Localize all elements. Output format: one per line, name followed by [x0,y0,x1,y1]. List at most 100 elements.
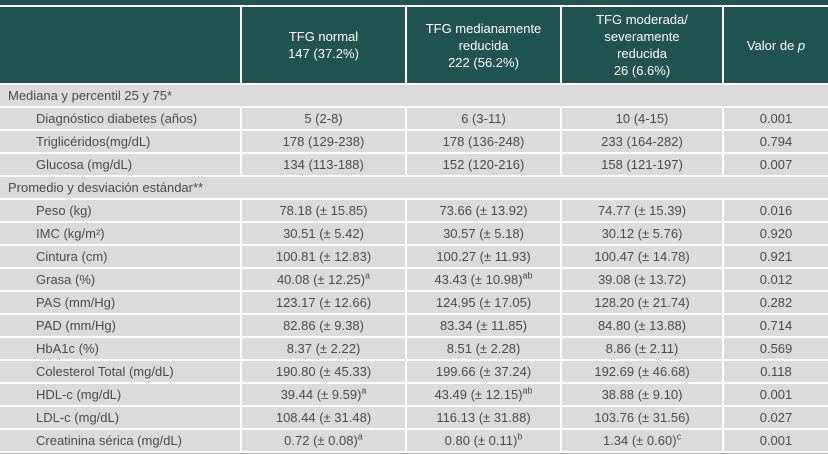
row-label: Triglicéridos(mg/dL) [0,129,240,152]
section-header-row: Promedio y desviación estándar** [0,175,828,198]
cell-value: 190.80 (± 45.33) [240,359,405,382]
row-label: LDL-c (mg/dL) [0,405,240,428]
p-value: 0.569 [722,336,828,359]
row-label: Creatinina sérica (mg/dL) [0,428,240,451]
table-row: Colesterol Total (mg/dL) 190.80 (± 45.33)… [0,359,828,382]
table-row: PAS (mm/Hg) 123.17 (± 12.66) 124.95 (± 17.… [0,290,828,313]
cell-value: 8.86 (± 2.11) [560,336,722,359]
cell-value: 38.88 (± 9.10) [560,382,722,405]
cell-value: 10 (4-15) [560,106,722,129]
column-header-tfg-medianamente-reducida: TFG medianamente reducida 222 (56.2%) [405,7,560,83]
cell-value: 6 (3-11) [405,106,560,129]
p-value: 0.714 [722,313,828,336]
cell-value: 178 (136-248) [405,129,560,152]
table-header: TFG normal 147 (37.2%) TFG medianamente r… [0,7,828,83]
column-header-valor-de-p: Valor de p [722,7,828,83]
cell-value: 0.72 (± 0.08)a [240,428,405,451]
table-row: HDL-c (mg/dL) 39.44 (± 9.59)a 43.49 (± 12.… [0,382,828,405]
row-label: IMC (kg/m²) [0,221,240,244]
cell-value: 43.49 (± 12.15)ab [405,382,560,405]
cell-value: 103.76 (± 31.56) [560,405,722,428]
cell-value: 233 (164-282) [560,129,722,152]
row-label: Colesterol Total (mg/dL) [0,359,240,382]
row-label: PAS (mm/Hg) [0,290,240,313]
cell-value: 128.20 (± 21.74) [560,290,722,313]
table-row: HbA1c (%) 8.37 (± 2.22) 8.51 (± 2.28) 8.86 … [0,336,828,359]
row-label: Diagnóstico diabetes (años) [0,106,240,129]
cell-value: 158 (121-197) [560,152,722,175]
cell-value: 100.81 (± 12.83) [240,244,405,267]
table-body: Mediana y percentil 25 y 75* Diagnóstico … [0,83,828,451]
p-value: 0.016 [722,198,828,221]
significance-superscript: a [357,431,363,442]
cell-value: 0.80 (± 0.11)b [405,428,560,451]
cell-value: 84.80 (± 13.88) [560,313,722,336]
column-header-tfg-normal: TFG normal 147 (37.2%) [240,7,405,83]
cell-value: 83.34 (± 11.85) [405,313,560,336]
p-value: 0.027 [722,405,828,428]
section-header-row: Mediana y percentil 25 y 75* [0,83,828,106]
cell-value: 100.27 (± 11.93) [405,244,560,267]
cell-value: 39.08 (± 13.72) [560,267,722,290]
cell-value: 116.13 (± 31.88) [405,405,560,428]
cell-value: 43.43 (± 10.98)ab [405,267,560,290]
cell-value: 1.34 (± 0.60)c [560,428,722,451]
cell-value: 199.66 (± 37.24) [405,359,560,382]
cell-value: 74.77 (± 15.39) [560,198,722,221]
row-label: Glucosa (mg/dL) [0,152,240,175]
significance-superscript: a [361,385,367,396]
cell-value: 152 (120-216) [405,152,560,175]
p-value: 0.012 [722,267,828,290]
row-label: PAD (mm/Hg) [0,313,240,336]
column-header-row-labels [0,7,240,83]
table-row: PAD (mm/Hg) 82.86 (± 9.38) 83.34 (± 11.85)… [0,313,828,336]
table-row: Creatinina sérica (mg/dL) 0.72 (± 0.08)a 0… [0,428,828,451]
p-value: 0.007 [722,152,828,175]
cell-value: 124.95 (± 17.05) [405,290,560,313]
significance-superscript: ab [522,385,533,396]
cell-value: 108.44 (± 31.48) [240,405,405,428]
cell-value: 30.12 (± 5.76) [560,221,722,244]
column-header-tfg-moderada-severamente-reducida: TFG moderada/ severamente reducida 26 (6… [560,7,722,83]
table-row: LDL-c (mg/dL) 108.44 (± 31.48) 116.13 (± 3… [0,405,828,428]
cell-value: 123.17 (± 12.66) [240,290,405,313]
significance-superscript: ab [522,270,533,281]
row-label: HDL-c (mg/dL) [0,382,240,405]
row-label: Cintura (cm) [0,244,240,267]
table-row: IMC (kg/m²) 30.51 (± 5.42) 30.57 (± 5.18) 3… [0,221,828,244]
cell-value: 8.37 (± 2.22) [240,336,405,359]
cell-value: 82.86 (± 9.38) [240,313,405,336]
cell-value: 39.44 (± 9.59)a [240,382,405,405]
significance-superscript: a [365,270,371,281]
p-value: 0.118 [722,359,828,382]
table-header-row: TFG normal 147 (37.2%) TFG medianamente r… [0,7,828,83]
p-value: 0.282 [722,290,828,313]
significance-superscript: c [676,431,682,442]
cell-value: 8.51 (± 2.28) [405,336,560,359]
cell-value: 100.47 (± 14.78) [560,244,722,267]
row-label: HbA1c (%) [0,336,240,359]
p-value: 0.920 [722,221,828,244]
cell-value: 40.08 (± 12.25)a [240,267,405,290]
cell-value: 192.69 (± 46.68) [560,359,722,382]
cell-value: 134 (113-188) [240,152,405,175]
p-value: 0.001 [722,106,828,129]
table-row: Grasa (%) 40.08 (± 12.25)a 43.43 (± 10.98)… [0,267,828,290]
row-label: Peso (kg) [0,198,240,221]
p-value: 0.001 [722,428,828,451]
p-value: 0.794 [722,129,828,152]
row-label: Grasa (%) [0,267,240,290]
table-row: Cintura (cm) 100.81 (± 12.83) 100.27 (± 11… [0,244,828,267]
section-title: Mediana y percentil 25 y 75* [0,83,828,106]
p-value: 0.001 [722,382,828,405]
cell-value: 78.18 (± 15.85) [240,198,405,221]
section-title: Promedio y desviación estándar** [0,175,828,198]
table-row: Triglicéridos(mg/dL) 178 (129-238) 178 (13… [0,129,828,152]
table-row: Glucosa (mg/dL) 134 (113-188) 152 (120-216… [0,152,828,175]
p-italic: p [797,37,806,53]
clinical-stats-table: TFG normal 147 (37.2%) TFG medianamente r… [0,7,828,451]
cell-value: 73.66 (± 13.92) [405,198,560,221]
significance-superscript: b [517,431,523,442]
p-value: 0.921 [722,244,828,267]
